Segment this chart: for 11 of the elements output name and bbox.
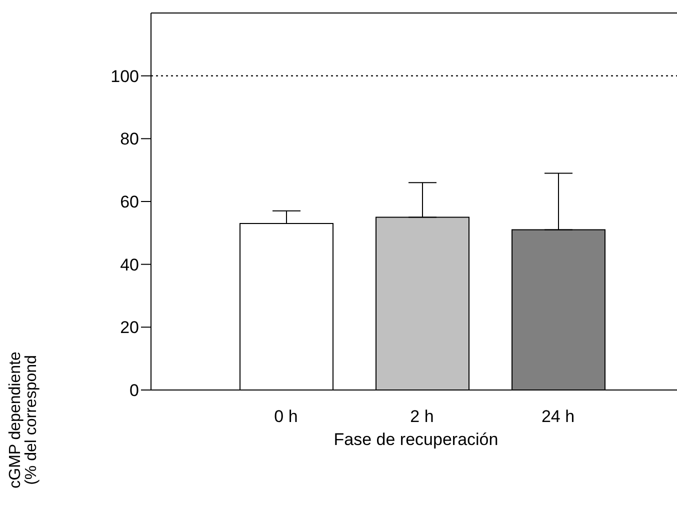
y-tick-label: 100 [110, 66, 139, 86]
y-tick-label: 80 [120, 130, 139, 149]
y-tick-label: 40 [120, 255, 139, 274]
x-tick-label: 24 h [541, 407, 575, 426]
x-axis-title: Fase de recuperación [334, 430, 498, 449]
y-tick-label: 60 [120, 192, 139, 212]
y-tick-label: 0 [130, 381, 139, 400]
x-tick-label: 0 h [274, 407, 298, 426]
y-tick-label: 20 [120, 318, 139, 338]
y-axis-title: cGMP dependiente (% del correspond [7, 352, 40, 488]
x-tick-label: 2 h [410, 407, 434, 426]
